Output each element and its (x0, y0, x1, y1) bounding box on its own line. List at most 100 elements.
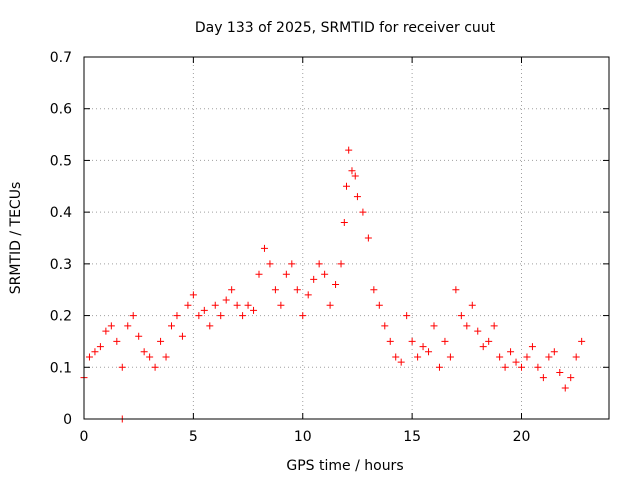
data-point (474, 327, 482, 335)
data-point (419, 343, 427, 351)
y-tick-label: 0.7 (50, 50, 72, 66)
data-point (345, 146, 353, 154)
data-point (359, 208, 367, 216)
data-point (403, 312, 411, 320)
data-point (507, 348, 515, 356)
data-point (222, 296, 230, 304)
data-point (496, 353, 504, 361)
data-point (343, 182, 350, 190)
data-point (528, 343, 536, 351)
data-point (113, 337, 121, 345)
y-axis-ticks: 0 0.1 0.2 0.3 0.4 0.5 0.6 0.7 (50, 50, 609, 428)
data-point (250, 306, 258, 314)
data-point (550, 348, 558, 356)
y-tick-label: 0.3 (50, 257, 72, 273)
data-points (80, 146, 586, 423)
data-point (124, 322, 132, 330)
data-point (364, 234, 372, 242)
y-axis-label: SRMTID / TECUs (8, 182, 24, 295)
gridlines (84, 57, 609, 419)
data-point (96, 343, 104, 351)
data-point (353, 193, 361, 201)
data-point (408, 337, 416, 345)
data-point (288, 260, 296, 268)
data-point (441, 337, 449, 345)
data-point (173, 312, 181, 320)
data-point (255, 270, 263, 278)
y-tick-label: 0.1 (50, 360, 72, 376)
x-axis-ticks: 0 5 10 15 20 (80, 57, 531, 445)
y-tick-label: 0 (63, 412, 72, 428)
data-point (260, 244, 268, 252)
data-point (282, 270, 290, 278)
data-point (452, 286, 460, 294)
data-point (381, 322, 389, 330)
x-tick-label: 20 (513, 429, 531, 445)
data-point (340, 218, 348, 226)
data-point (310, 275, 318, 283)
data-point (184, 301, 192, 309)
data-point (556, 368, 564, 376)
data-point (392, 353, 400, 361)
data-point (534, 363, 542, 371)
data-point (479, 343, 487, 351)
data-point (446, 353, 454, 361)
data-point (523, 353, 531, 361)
y-tick-label: 0.2 (50, 309, 72, 325)
data-point (572, 353, 580, 361)
data-point (321, 270, 329, 278)
data-point (293, 286, 301, 294)
data-point (299, 312, 307, 320)
data-point (277, 301, 285, 309)
data-point (518, 363, 525, 371)
data-point (512, 358, 520, 366)
data-point (501, 363, 509, 371)
data-point (135, 332, 143, 340)
data-point (539, 374, 547, 382)
data-point (351, 172, 359, 180)
x-tick-label: 15 (403, 429, 421, 445)
data-point (375, 301, 383, 309)
data-point (140, 348, 148, 356)
data-point (244, 301, 252, 309)
data-point (457, 312, 465, 320)
data-point (468, 301, 476, 309)
data-point (332, 281, 340, 289)
data-point (146, 353, 154, 361)
data-point (91, 348, 99, 356)
data-point (195, 312, 203, 320)
data-point (435, 363, 443, 371)
data-point (233, 301, 241, 309)
data-point (348, 167, 356, 175)
data-point (304, 291, 312, 299)
plot-frame (83, 56, 610, 420)
data-point (337, 260, 345, 268)
data-point (211, 301, 219, 309)
data-point (545, 353, 553, 361)
data-point (151, 363, 159, 371)
data-point (271, 286, 279, 294)
data-point (485, 337, 493, 345)
data-point (162, 353, 170, 361)
data-point (414, 353, 422, 361)
x-axis-label: GPS time / hours (286, 458, 403, 474)
data-point (107, 322, 115, 330)
data-point (118, 363, 126, 371)
data-point (266, 260, 274, 268)
data-point (370, 286, 378, 294)
x-tick-label: 10 (294, 429, 312, 445)
data-point (397, 358, 405, 366)
data-point (490, 322, 498, 330)
data-point (206, 322, 214, 330)
y-tick-label: 0.6 (50, 102, 72, 118)
y-tick-label: 0.4 (50, 205, 72, 221)
data-point (85, 353, 93, 361)
data-point (228, 286, 236, 294)
data-point (578, 337, 586, 345)
data-point (189, 291, 197, 299)
data-point (326, 301, 334, 309)
data-point (386, 337, 394, 345)
chart-title: Day 133 of 2025, SRMTID for receiver cuu… (195, 20, 496, 36)
data-point (129, 312, 137, 320)
